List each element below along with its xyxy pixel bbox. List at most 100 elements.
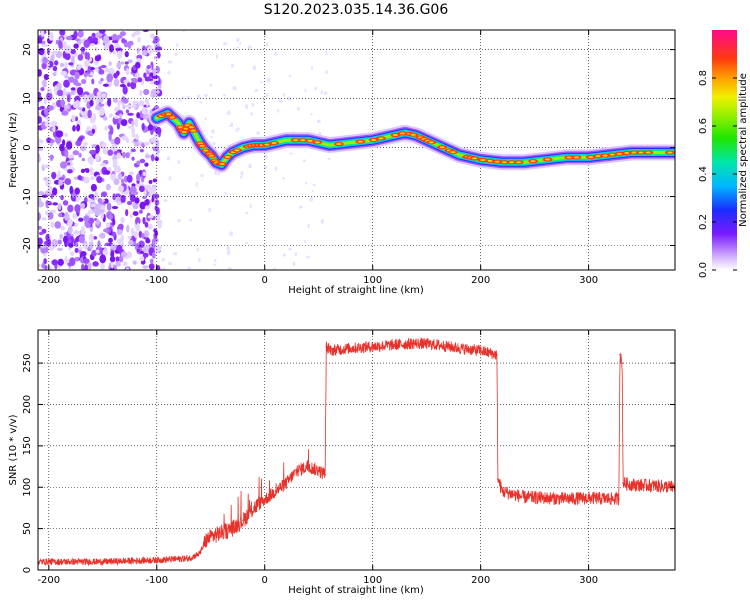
noise-speckle — [42, 44, 49, 48]
noise-speckle — [117, 34, 123, 39]
noise-speckle — [129, 213, 134, 219]
noise-speckle — [45, 200, 52, 205]
noise-speckle — [108, 237, 113, 243]
noise-speckle — [52, 72, 57, 77]
noise-speckle — [116, 244, 123, 252]
noise-speckle — [51, 239, 58, 248]
spectrogram-ytick-label: 10 — [22, 92, 33, 105]
noise-speckle — [143, 72, 147, 79]
noise-speckle — [43, 108, 50, 116]
noise-speckle — [179, 99, 182, 103]
noise-speckle — [292, 261, 296, 267]
noise-speckle — [121, 135, 128, 141]
noise-speckle — [47, 212, 54, 220]
snr-point — [263, 498, 266, 501]
noise-speckle — [131, 133, 136, 138]
noise-speckle — [157, 84, 162, 89]
noise-speckle — [59, 233, 63, 240]
noise-speckle — [75, 100, 81, 108]
noise-speckle — [72, 124, 76, 132]
noise-speckle — [274, 51, 277, 57]
noise-speckle — [76, 86, 84, 96]
spectrogram-xtick-label: 0 — [262, 275, 268, 286]
noise-speckle — [146, 186, 152, 193]
noise-speckle — [95, 144, 100, 154]
snr-point — [325, 345, 328, 348]
noise-speckle — [153, 228, 157, 233]
snr-frame — [37, 329, 676, 571]
noise-speckle — [135, 133, 139, 141]
noise-speckle — [274, 166, 278, 171]
noise-speckle — [98, 209, 105, 213]
noise-speckle — [161, 267, 166, 270]
ridge-peak-core — [181, 130, 187, 133]
ridge-peak-core — [271, 141, 277, 144]
noise-speckle — [148, 263, 155, 270]
noise-speckle — [91, 143, 97, 149]
noise-speckle — [163, 199, 167, 202]
noise-speckle — [78, 217, 84, 222]
noise-speckle — [69, 257, 76, 266]
noise-speckle — [316, 119, 321, 124]
noise-speckle — [94, 191, 99, 201]
noise-speckle — [57, 170, 61, 177]
noise-speckle — [260, 81, 263, 84]
noise-speckle — [152, 178, 158, 183]
noise-speckle — [110, 144, 118, 153]
snr-xlabel: Height of straight line (km) — [288, 585, 424, 596]
noise-speckle — [66, 104, 71, 110]
noise-speckle — [130, 81, 137, 90]
noise-speckle — [143, 141, 150, 146]
noise-speckle — [227, 266, 232, 270]
noise-speckle — [114, 115, 118, 119]
noise-speckle — [109, 126, 114, 135]
noise-speckle — [93, 236, 98, 240]
noise-speckle — [117, 223, 124, 230]
noise-speckle — [139, 158, 146, 164]
noise-speckle — [92, 37, 98, 42]
snr-point — [393, 344, 396, 346]
snr-point — [415, 342, 417, 345]
noise-speckle — [110, 261, 114, 269]
noise-speckle — [142, 30, 149, 33]
snr-point — [609, 498, 612, 500]
snr-xtick-label: 100 — [363, 575, 382, 586]
ridge-peak-core — [595, 155, 601, 158]
noise-speckle — [38, 147, 44, 151]
noise-speckle — [131, 33, 136, 38]
noise-speckle — [77, 175, 82, 181]
noise-speckle — [102, 146, 109, 155]
noise-speckle — [58, 40, 63, 49]
noise-speckle — [88, 217, 95, 225]
noise-speckle — [168, 261, 173, 266]
ridge-peak-core — [667, 151, 673, 154]
noise-speckle — [75, 140, 82, 147]
spectrogram-frame — [37, 29, 676, 271]
snr-point — [436, 344, 439, 346]
noise-speckle — [98, 30, 106, 34]
noise-speckle — [142, 265, 149, 269]
noise-speckle — [265, 93, 269, 98]
snr-point — [631, 483, 633, 486]
noise-speckle — [215, 54, 218, 60]
noise-speckle — [40, 87, 45, 91]
snr-point — [501, 490, 504, 493]
noise-speckle — [168, 176, 172, 181]
snr-panel: -200 -100 0 100 200 300 0 50 100 150 200 250 Height… — [8, 329, 676, 596]
noise-speckle — [73, 176, 79, 180]
noise-speckle — [154, 205, 158, 211]
noise-speckle — [125, 104, 132, 108]
noise-speckle — [204, 93, 208, 98]
snr-point — [328, 349, 331, 352]
colorbar-tick-label: 0.0 — [698, 262, 709, 278]
snr-point — [350, 347, 352, 350]
noise-speckle — [59, 30, 66, 36]
snr-ytick-label: 0 — [22, 567, 33, 573]
snr-point — [652, 484, 655, 487]
spectrogram-xtick-label: 100 — [363, 275, 382, 286]
ridge-peak-core — [234, 149, 240, 152]
noise-speckle — [83, 72, 88, 77]
noise-speckle — [111, 205, 119, 210]
